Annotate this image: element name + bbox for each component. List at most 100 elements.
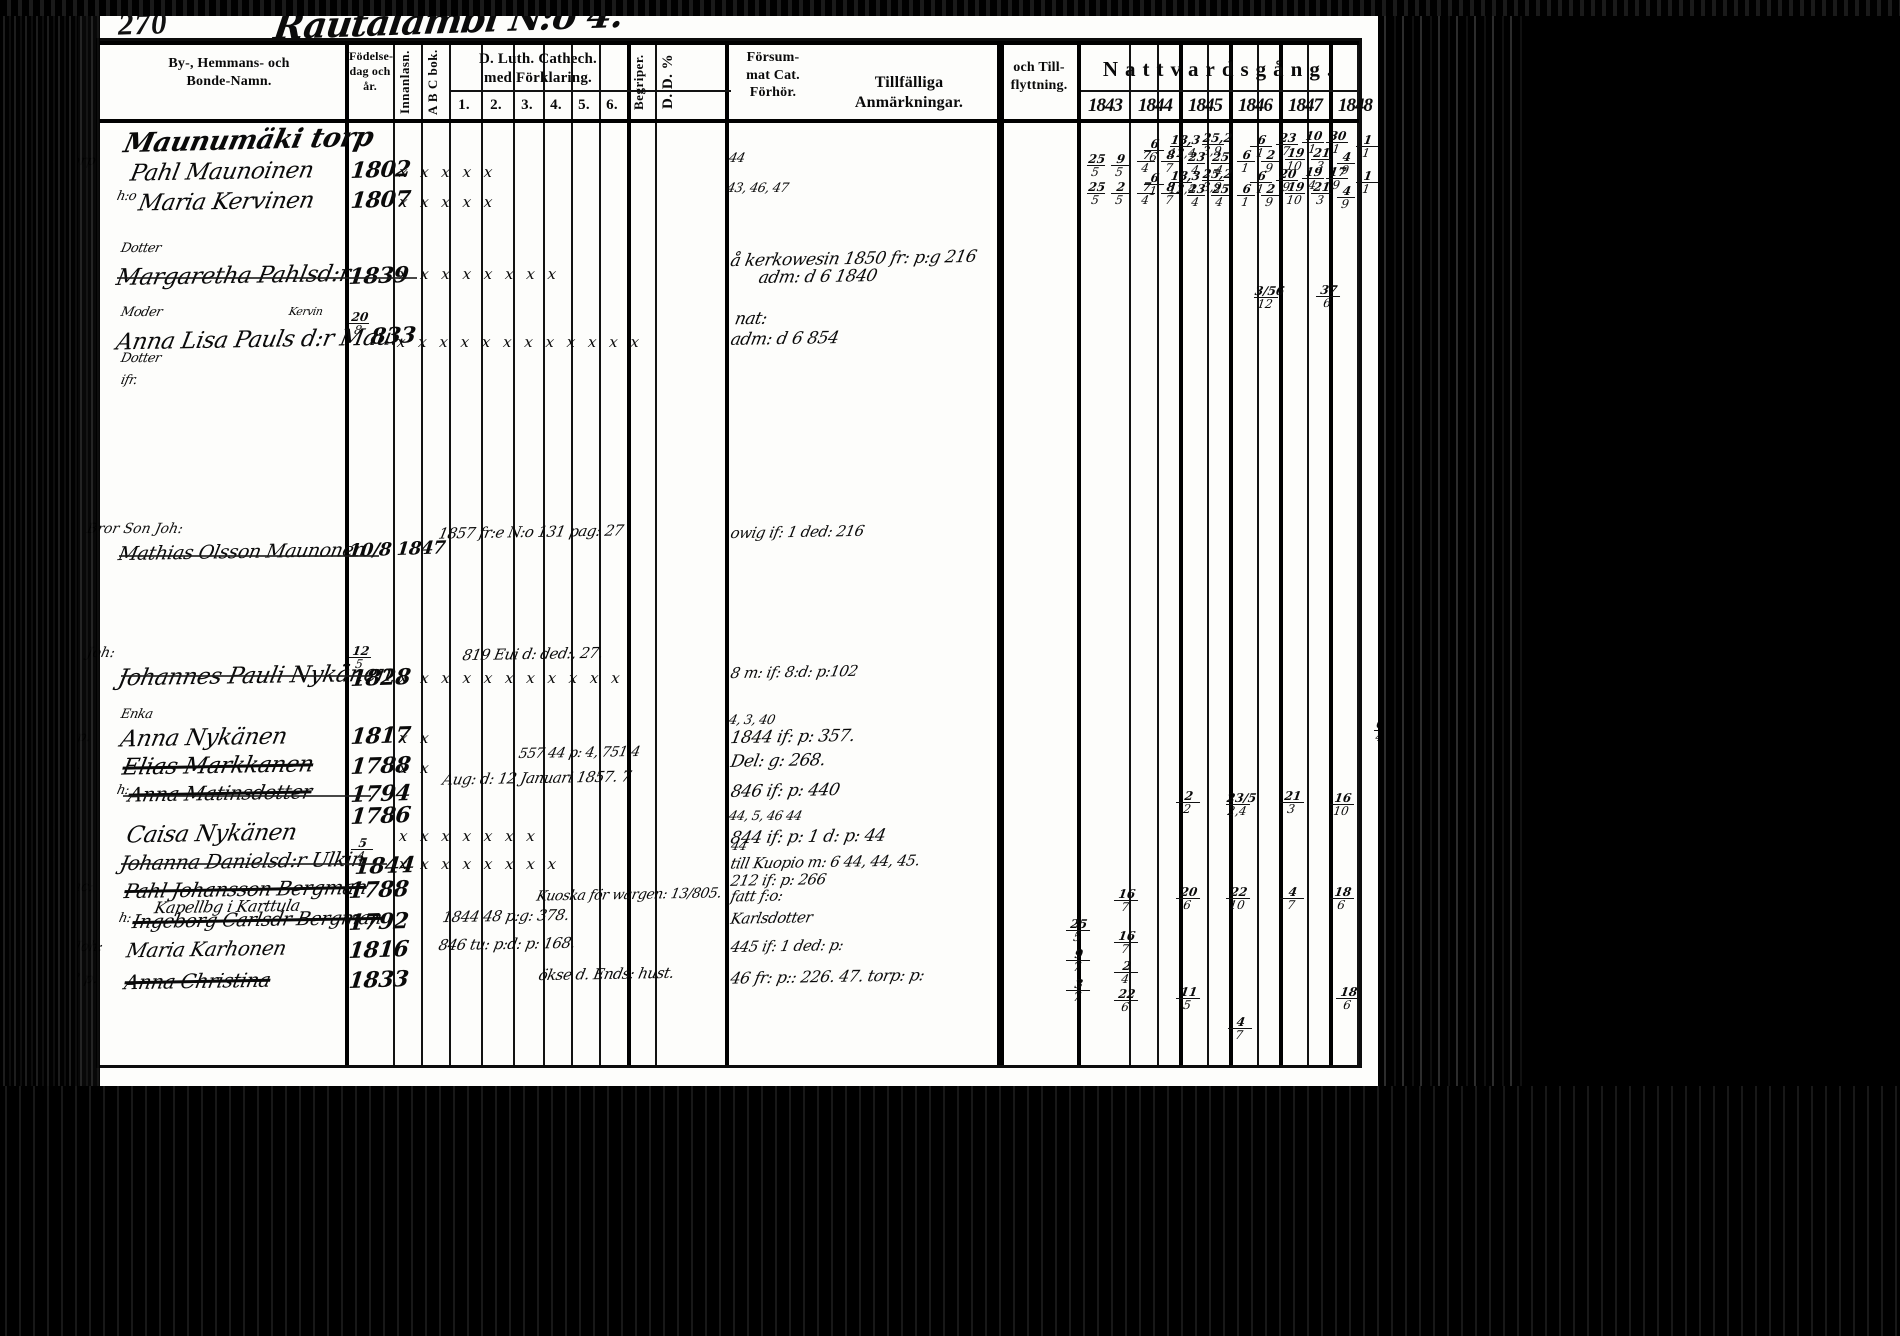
entry-annotation-4b: adm: d 6 854 [728, 328, 841, 350]
tally-low-21: 11 5 [1174, 985, 1202, 1012]
entry-annotation-16a: ökse d. Ends: hust. [537, 963, 676, 985]
entry-note-2: 43, 46, 47 [725, 181, 790, 196]
header-top-rule [99, 41, 1359, 45]
tally-1848-c4: 18,3 12,4 [1168, 169, 1202, 196]
entry-annotation-13a: Kuoska för wargen: 13/805. [535, 885, 723, 905]
entry-marks-9: x x [398, 759, 434, 777]
entry-birth-11: 1786 [349, 801, 412, 831]
year-label-1847: 1847 [1288, 95, 1323, 116]
col-rule-ddx [655, 41, 657, 1065]
col-rule-innanlasn [393, 41, 395, 1065]
entry-marks-2: x x x x x [398, 193, 498, 211]
entry-name-6: Mathias Olsson Maunonen [116, 538, 368, 566]
entry-suffix-4: Kervin [287, 305, 324, 318]
entry-name-1: Pahl Maunoinen [128, 157, 316, 187]
entry-name-14: Ingeborg Carlsdr Bergman [130, 906, 384, 934]
tally-low-3: 21 3 [1278, 789, 1306, 816]
year-rule-1846 [1279, 41, 1283, 1065]
entry-marks-4: x x x x x x x x x x x x [396, 333, 644, 351]
entry-prefix-2: h:o [115, 189, 138, 204]
entry-annotation-11: 844 if: p: 1 d: p: 44 [728, 825, 888, 849]
entry-name-15: Maria Karhonen [124, 935, 289, 963]
entry-annotation-8: 1844 if: p: 357. [728, 725, 857, 749]
entry-margin-6: Bror Son Joh: [85, 521, 185, 537]
header-catech-3: 3. [521, 97, 533, 113]
col-rule-c3 [513, 41, 515, 1065]
entry-note-8: 4, 3, 40 [727, 713, 777, 728]
header-tillflyttning: och Till- flyttning. [1010, 60, 1068, 93]
year-rule-1844b [1207, 41, 1209, 1065]
entry-birth-14: 1792 [347, 907, 410, 937]
header-catech: D. Luth. Cathech. med Förklaring. [479, 51, 597, 86]
record-table: By-, Hemmans- och Bonde-Namn. Födelse- d… [39, 38, 1373, 1068]
tally-low-13: 18 6 [1328, 885, 1356, 912]
col-rule-c2 [481, 41, 483, 1065]
entry-prefix-3: Dotter [119, 241, 163, 256]
entry-annotation-7a: 819 Eui d: ded:, 27. [460, 643, 605, 665]
strike-rule-10 [123, 795, 371, 797]
manuscript-page: 270 Rautalambi N:o 4. [39, 0, 1535, 1086]
col-rule-anmarkningar [997, 41, 1004, 1065]
entry-annotation-4a: nat: [732, 308, 769, 330]
entry-annotation-10b: 846 if: p: 440 [728, 780, 842, 802]
entry-annotation-6b: owig if: 1 ded: 216 [729, 521, 866, 543]
entry-note-11: 44, 5, 46 44 [727, 809, 804, 824]
tally-low-22: 18 6 [1334, 985, 1362, 1012]
col-rule-c1 [449, 41, 451, 1065]
tally-low-15: 25 5 [1064, 917, 1092, 944]
tally-low-2: 23/5 2,4 [1225, 791, 1258, 818]
year-label-1846: 1846 [1238, 95, 1273, 116]
year-rule-1844 [1179, 41, 1183, 1065]
entry-farm-heading: Maunumäki torp [120, 121, 377, 160]
year-rule-1847b [1357, 41, 1359, 1065]
tally-1843-r1: 25 5 [1086, 152, 1107, 179]
entry-annotation-13b: fatt f:o: [729, 886, 785, 906]
entry-marks-8: x x [398, 729, 434, 747]
year-rule-1845 [1229, 41, 1233, 1065]
year-rule-1847 [1329, 41, 1333, 1065]
year-label-1848: 1848 [1338, 95, 1373, 116]
entry-prefix-8: Enka [119, 707, 155, 722]
strike-rule-12 [121, 863, 387, 865]
tally-1851-c3: 19 4 [1300, 165, 1326, 192]
entry-annotation-9b: Del: g: 268. [728, 750, 828, 772]
header-nattvardsgang: Nattvardsgång. [1102, 57, 1340, 81]
entry-birth-6: 10/8 1847 [347, 537, 447, 562]
entry-prefix-5: Dotter [119, 351, 163, 366]
entry-name-2: Maria Kervinen [136, 187, 317, 217]
tally-1851-c2: 30 1 [1324, 129, 1350, 156]
header-catech-5: 5. [578, 97, 590, 113]
entry-birthfrac-4: 20 8 [348, 310, 371, 337]
tally-low-10: 20 6 [1174, 885, 1202, 912]
col-rule-c6 [599, 41, 601, 1065]
entry-annotation-7b: 8 m: if: 8:d: p:102 [729, 661, 860, 683]
tally-1849-c1: 25,2 3,9 [1201, 131, 1234, 158]
tally-mid-2: 37 6 [1314, 283, 1342, 310]
year-rule-1843b [1157, 41, 1159, 1065]
tally-low-4: 16 10 [1328, 791, 1356, 818]
col-rule-birth [345, 41, 349, 1065]
year-split-rule [1081, 90, 1357, 92]
header-catech-2: 2. [490, 97, 502, 113]
entry-name-3: Margaretha Pahlsd:r [114, 260, 353, 292]
entry-annotation-6a: 1857 fr:e N:o 131 pag: 27 [436, 521, 625, 543]
entry-annotation-15b: 445 if: 1 ded: p: [729, 936, 845, 956]
tally-low-20: 22 6 [1112, 987, 1140, 1014]
tally-1843-r2: 25 5 [1086, 180, 1107, 207]
tally-1850-c4: 20 9 [1274, 167, 1300, 194]
year-label-1843: 1843 [1088, 95, 1123, 116]
strike-rule-6 [119, 555, 379, 557]
tally-mid-1: 3/56 12 [1253, 284, 1286, 311]
year-rule-1843a [1129, 41, 1131, 1065]
entry-name-5: ifr. [119, 373, 139, 388]
tally-low-11: 22 10 [1224, 885, 1252, 912]
